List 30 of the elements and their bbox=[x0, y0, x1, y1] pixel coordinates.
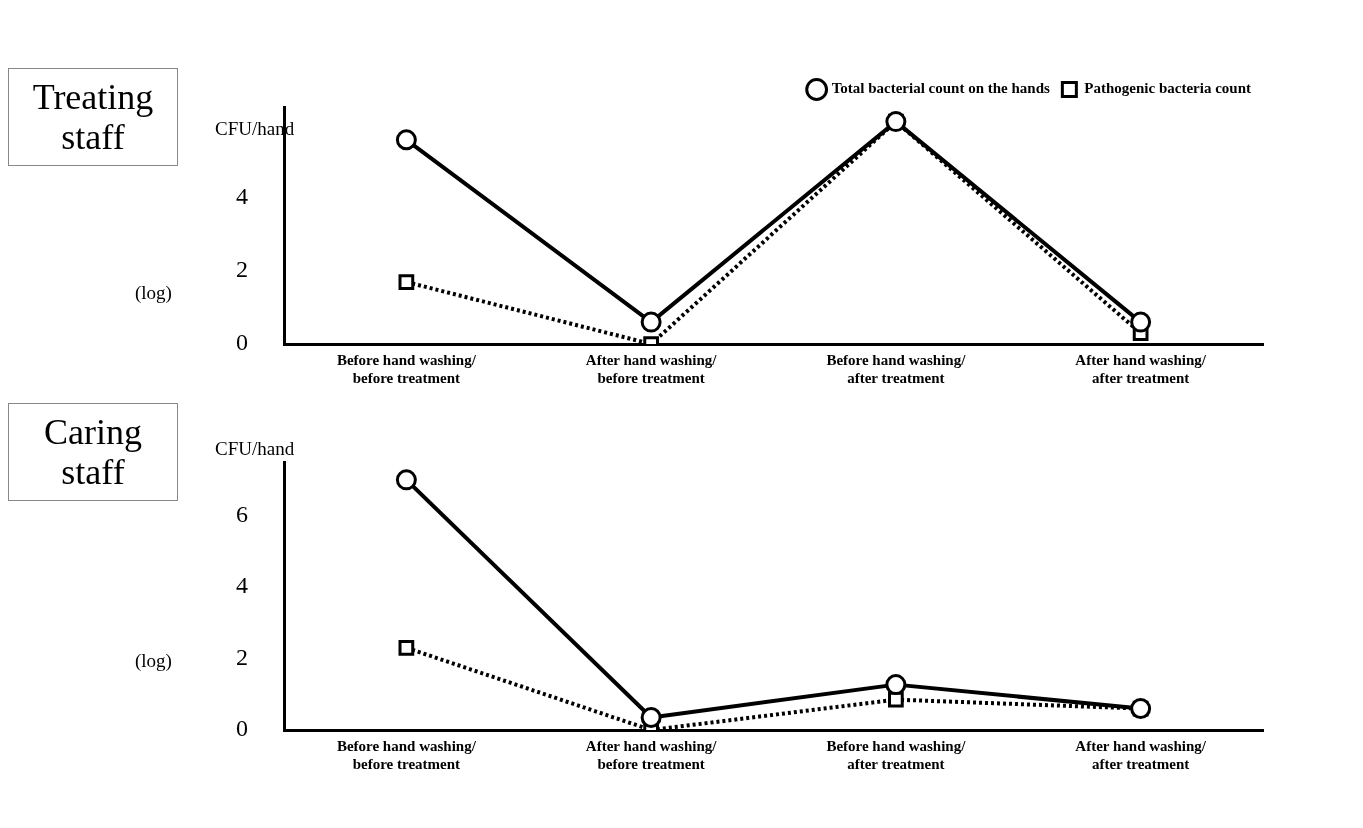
x-tick-label: Before hand washing/ after treatment bbox=[826, 737, 967, 772]
point bbox=[398, 639, 415, 656]
point bbox=[395, 129, 417, 151]
legend-label: Total bacterial count on the hands bbox=[831, 80, 1051, 97]
x-tick-label: Before hand washing/ before treatment bbox=[336, 737, 477, 772]
x-tick-label: After hand washing/ after treatment bbox=[1075, 737, 1207, 772]
legend-label: Pathogenic bacteria count bbox=[1084, 80, 1251, 97]
y-tick-label: 4 bbox=[236, 572, 248, 599]
point bbox=[640, 706, 662, 728]
point bbox=[398, 274, 415, 290]
text: (log) bbox=[135, 650, 172, 672]
chart-title: Treating staff bbox=[8, 68, 178, 166]
y-tick-label: 0 bbox=[236, 715, 248, 742]
y-axis-title: CFU/hand bbox=[215, 438, 295, 460]
point bbox=[885, 674, 907, 696]
point bbox=[1130, 311, 1152, 333]
text: (log) bbox=[135, 282, 172, 304]
point bbox=[395, 469, 417, 491]
x-tick-label: After hand washing/ before treatment bbox=[585, 351, 718, 386]
x-tick-label: After hand washing/ after treatment bbox=[1075, 351, 1207, 386]
point bbox=[640, 311, 662, 333]
y-tick-label: 2 bbox=[236, 643, 248, 670]
x-tick-label: Before hand washing/ before treatment bbox=[336, 351, 477, 386]
y-tick-label: 2 bbox=[236, 256, 248, 283]
y-tick-label: 4 bbox=[236, 183, 248, 210]
y-tick-label: 6 bbox=[236, 500, 248, 527]
chart-title: Caring staff bbox=[8, 403, 178, 501]
x-tick-label: Before hand washing/ after treatment bbox=[826, 351, 967, 386]
y-tick-label: 0 bbox=[236, 329, 248, 356]
x-tick-label: After hand washing/ before treatment bbox=[585, 737, 718, 772]
